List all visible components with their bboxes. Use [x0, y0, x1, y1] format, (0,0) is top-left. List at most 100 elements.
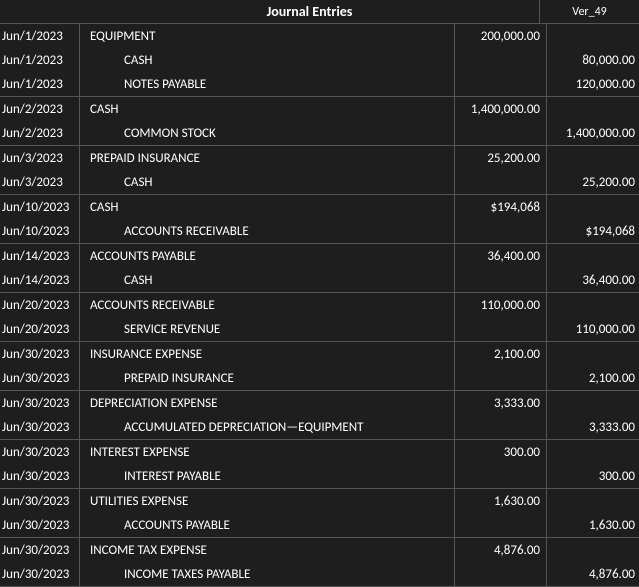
entry-row: Jun/30/2023DEPRECIATION EXPENSE3,333.00: [0, 391, 639, 415]
cell-account: INSURANCE EXPENSE: [80, 342, 455, 366]
cell-debit: [455, 464, 547, 488]
cell-account: UTILITIES EXPENSE: [80, 489, 455, 513]
entry-row: Jun/2/2023COMMON STOCK 1,400,000.00: [0, 121, 639, 145]
cell-credit: 1,630.00: [547, 513, 639, 537]
header-row: Journal Entries Ver_49: [0, 0, 639, 24]
cell-debit: [455, 268, 547, 292]
cell-date: Jun/10/2023: [0, 219, 80, 243]
cell-date: Jun/30/2023: [0, 513, 80, 537]
entry-row: Jun/30/2023UTILITIES EXPENSE1,630.00: [0, 489, 639, 513]
entry-row: Jun/3/2023CASH 25,200.00: [0, 170, 639, 194]
page-title: Journal Entries: [0, 3, 539, 20]
cell-credit: 36,400.00: [547, 268, 639, 292]
cell-credit: 1,400,000.00: [547, 121, 639, 145]
cell-debit: [455, 562, 547, 586]
cell-credit: [547, 293, 639, 317]
entry-row: Jun/30/2023PREPAID INSURANCE 2,100.00: [0, 366, 639, 390]
cell-debit: 300.00: [455, 440, 547, 464]
cell-account: CASH: [80, 170, 455, 194]
cell-credit: [547, 538, 639, 562]
cell-account: PREPAID INSURANCE: [80, 146, 455, 170]
cell-credit: [547, 342, 639, 366]
cell-debit: 110,000.00: [455, 293, 547, 317]
cell-date: Jun/10/2023: [0, 195, 80, 219]
entry-group: Jun/30/2023INTEREST EXPENSE300.00Jun/30/…: [0, 440, 639, 489]
cell-date: Jun/30/2023: [0, 366, 80, 390]
cell-date: Jun/30/2023: [0, 342, 80, 366]
entry-group: Jun/20/2023ACCOUNTS RECEIVABLE110,000.00…: [0, 293, 639, 342]
cell-credit: [547, 440, 639, 464]
cell-credit: [547, 146, 639, 170]
entry-row: Jun/30/2023INCOME TAXES PAYABLE4,876.00: [0, 562, 639, 586]
cell-date: Jun/30/2023: [0, 538, 80, 562]
cell-debit: [455, 72, 547, 96]
cell-credit: 25,200.00: [547, 170, 639, 194]
cell-date: Jun/3/2023: [0, 170, 80, 194]
cell-date: Jun/1/2023: [0, 48, 80, 72]
cell-date: Jun/14/2023: [0, 268, 80, 292]
cell-debit: [455, 48, 547, 72]
entry-row: Jun/10/2023CASH$194,068: [0, 195, 639, 219]
cell-debit: [455, 415, 547, 439]
entry-group: Jun/14/2023ACCOUNTS PAYABLE36,400.00Jun/…: [0, 244, 639, 293]
cell-debit: [455, 219, 547, 243]
cell-date: Jun/1/2023: [0, 24, 80, 48]
entry-group: Jun/1/2023EQUIPMENT200,000.00Jun/1/2023C…: [0, 24, 639, 97]
cell-account: NOTES PAYABLE: [80, 72, 455, 96]
cell-date: Jun/30/2023: [0, 415, 80, 439]
cell-debit: 36,400.00: [455, 244, 547, 268]
cell-debit: $194,068: [455, 195, 547, 219]
cell-account: INCOME TAXES PAYABLE: [80, 562, 455, 586]
cell-account: EQUIPMENT: [80, 24, 455, 48]
cell-debit: [455, 170, 547, 194]
cell-date: Jun/3/2023: [0, 146, 80, 170]
entry-row: Jun/30/2023INSURANCE EXPENSE2,100.00: [0, 342, 639, 366]
entry-row: Jun/30/2023ACCOUNTS PAYABLE1,630.00: [0, 513, 639, 537]
cell-credit: 4,876.00: [547, 562, 639, 586]
cell-credit: $194,068: [547, 219, 639, 243]
cell-credit: [547, 391, 639, 415]
cell-debit: [455, 317, 547, 341]
cell-date: Jun/20/2023: [0, 317, 80, 341]
cell-credit: [547, 244, 639, 268]
cell-credit: 300.00: [547, 464, 639, 488]
entry-row: Jun/20/2023SERVICE REVENUE 110,000.00: [0, 317, 639, 341]
entry-group: Jun/30/2023INSURANCE EXPENSE2,100.00Jun/…: [0, 342, 639, 391]
cell-date: Jun/2/2023: [0, 121, 80, 145]
version-label: Ver_49: [539, 0, 639, 23]
entry-row: Jun/1/2023CASH80,000.00: [0, 48, 639, 72]
entry-row: Jun/14/2023CASH36,400.00: [0, 268, 639, 292]
cell-debit: 25,200.00: [455, 146, 547, 170]
journal-table-body: Jun/1/2023EQUIPMENT200,000.00Jun/1/2023C…: [0, 24, 639, 587]
entry-group: Jun/10/2023CASH$194,068Jun/10/2023ACCOUN…: [0, 195, 639, 244]
cell-credit: 2,100.00: [547, 366, 639, 390]
cell-account: CASH: [80, 97, 455, 121]
cell-debit: 4,876.00: [455, 538, 547, 562]
entry-group: Jun/3/2023PREPAID INSURANCE25,200.00Jun/…: [0, 146, 639, 195]
entry-row: Jun/10/2023ACCOUNTS RECEIVABLE$194,068: [0, 219, 639, 243]
cell-account: COMMON STOCK: [80, 121, 455, 145]
cell-debit: 200,000.00: [455, 24, 547, 48]
entry-row: Jun/2/2023CASH1,400,000.00: [0, 97, 639, 121]
entry-row: Jun/1/2023EQUIPMENT200,000.00: [0, 24, 639, 48]
cell-date: Jun/2/2023: [0, 97, 80, 121]
entry-group: Jun/2/2023CASH1,400,000.00Jun/2/2023COMM…: [0, 97, 639, 146]
entry-row: Jun/30/2023INCOME TAX EXPENSE4,876.00: [0, 538, 639, 562]
entry-row: Jun/1/2023NOTES PAYABLE 120,000.00: [0, 72, 639, 96]
cell-credit: [547, 24, 639, 48]
entry-group: Jun/30/2023DEPRECIATION EXPENSE3,333.00J…: [0, 391, 639, 440]
cell-credit: [547, 489, 639, 513]
cell-credit: 110,000.00: [547, 317, 639, 341]
entry-row: Jun/30/2023INTEREST PAYABLE300.00: [0, 464, 639, 488]
cell-debit: [455, 366, 547, 390]
cell-account: INCOME TAX EXPENSE: [80, 538, 455, 562]
cell-credit: 3,333.00: [547, 415, 639, 439]
cell-debit: [455, 513, 547, 537]
cell-account: INTEREST EXPENSE: [80, 440, 455, 464]
cell-date: Jun/14/2023: [0, 244, 80, 268]
cell-date: Jun/1/2023: [0, 72, 80, 96]
cell-account: PREPAID INSURANCE: [80, 366, 455, 390]
cell-credit: 120,000.00: [547, 72, 639, 96]
cell-account: SERVICE REVENUE: [80, 317, 455, 341]
cell-credit: 80,000.00: [547, 48, 639, 72]
